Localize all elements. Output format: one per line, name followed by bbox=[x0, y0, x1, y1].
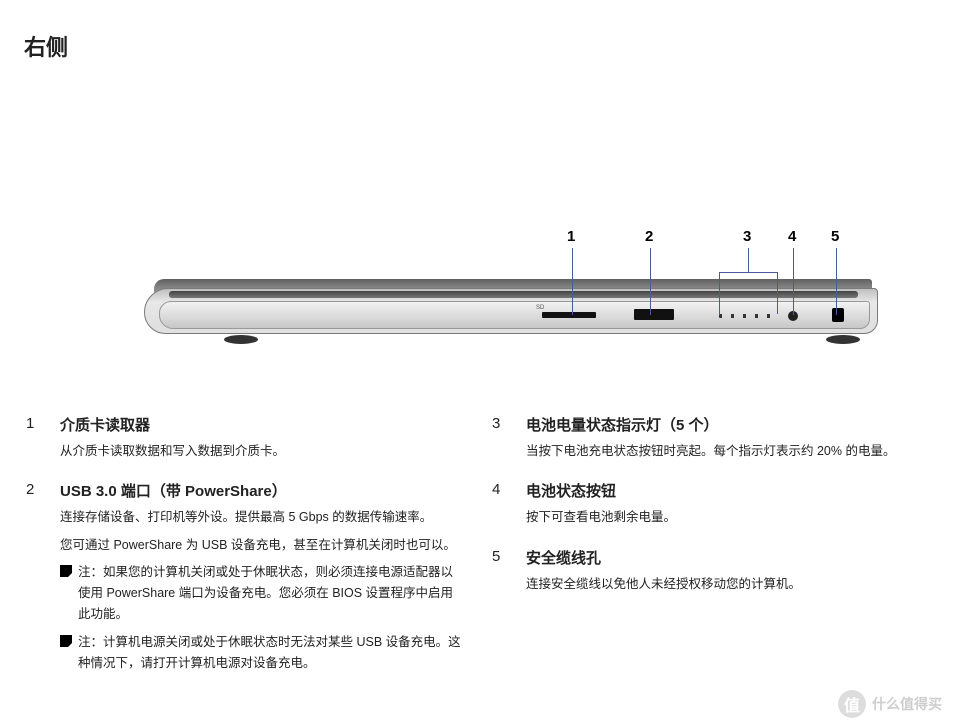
port-lock bbox=[832, 308, 844, 322]
desc-item-text: 连接存储设备、打印机等外设。提供最高 5 Gbps 的数据传输速率。 bbox=[60, 507, 462, 528]
desc-item-text: 连接安全缆线以免他人未经授权移动您的计算机。 bbox=[526, 574, 928, 595]
desc-item-text: 按下可查看电池剩余电量。 bbox=[526, 507, 928, 528]
callout-bracket-3 bbox=[719, 272, 777, 273]
watermark-text: 什么值得买 bbox=[872, 694, 942, 714]
desc-item-number: 2 bbox=[26, 480, 60, 680]
desc-item-3: 3电池电量状态指示灯（5 个） 当按下电池充电状态按钮时亮起。每个指示灯表示约 2… bbox=[492, 414, 928, 468]
watermark: 值 什么值得买 bbox=[838, 690, 942, 718]
desc-item-text: 当按下电池充电状态按钮时亮起。每个指示灯表示约 20% 的电量。 bbox=[526, 441, 928, 462]
desc-item-text: 您可通过 PowerShare 为 USB 设备充电，甚至在计算机关闭时也可以。 bbox=[60, 535, 462, 556]
callout-number-3: 3 bbox=[743, 228, 751, 245]
description-columns: 1介质卡读取器从介质卡读取数据和写入数据到介质卡。2USB 3.0 端口（带 P… bbox=[24, 414, 934, 692]
figure-area: SD 1 2 3 4 5 bbox=[24, 78, 934, 378]
desc-item-note: 注：计算机电源关闭或处于休眠状态时无法对某些 USB 设备充电。这种情况下，请打… bbox=[60, 632, 462, 675]
note-text: 注：计算机电源关闭或处于休眠状态时无法对某些 USB 设备充电。这种情况下，请打… bbox=[78, 632, 462, 675]
desc-item-title: 介质卡读取器 bbox=[60, 414, 462, 435]
desc-item-title: 电池电量状态指示灯（5 个） bbox=[526, 414, 928, 435]
desc-item-title: 电池状态按钮 bbox=[526, 480, 928, 501]
desc-item-number: 5 bbox=[492, 547, 526, 601]
desc-item-text: 从介质卡读取数据和写入数据到介质卡。 bbox=[60, 441, 462, 462]
port-leds bbox=[719, 314, 779, 318]
left-column: 1介质卡读取器从介质卡读取数据和写入数据到介质卡。2USB 3.0 端口（带 P… bbox=[26, 414, 462, 692]
callout-line-3 bbox=[748, 248, 749, 272]
desc-item-note: 注：如果您的计算机关闭或处于休眠状态，则必须连接电源适配器以使用 PowerSh… bbox=[60, 562, 462, 626]
desc-item-5: 5安全缆线孔连接安全缆线以免他人未经授权移动您的计算机。 bbox=[492, 547, 928, 601]
desc-item-title: USB 3.0 端口（带 PowerShare） bbox=[60, 480, 462, 501]
note-text: 注：如果您的计算机关闭或处于休眠状态，则必须连接电源适配器以使用 PowerSh… bbox=[78, 562, 462, 626]
desc-item-number: 3 bbox=[492, 414, 526, 468]
laptop-illustration: SD bbox=[144, 263, 878, 338]
desc-item-number: 1 bbox=[26, 414, 60, 468]
callout-number-1: 1 bbox=[567, 228, 575, 245]
note-icon bbox=[60, 635, 72, 647]
section-title: 右侧 bbox=[24, 30, 934, 62]
callout-number-5: 5 bbox=[831, 228, 839, 245]
note-icon bbox=[60, 565, 72, 577]
port-sd bbox=[542, 312, 596, 318]
desc-item-2: 2USB 3.0 端口（带 PowerShare） 连接存储设备、打印机等外设。提… bbox=[26, 480, 462, 680]
desc-item-1: 1介质卡读取器从介质卡读取数据和写入数据到介质卡。 bbox=[26, 414, 462, 468]
callout-number-4: 4 bbox=[788, 228, 796, 245]
callout-line-4 bbox=[793, 248, 794, 315]
watermark-logo-icon: 值 bbox=[838, 690, 866, 718]
callout-line-1 bbox=[572, 248, 573, 315]
right-column: 3电池电量状态指示灯（5 个） 当按下电池充电状态按钮时亮起。每个指示灯表示约 2… bbox=[492, 414, 928, 692]
port-usb bbox=[634, 309, 674, 320]
callout-line-5 bbox=[836, 248, 837, 315]
desc-item-number: 4 bbox=[492, 480, 526, 534]
desc-item-4: 4电池状态按钮按下可查看电池剩余电量。 bbox=[492, 480, 928, 534]
callout-line-2 bbox=[650, 248, 651, 315]
callout-number-2: 2 bbox=[645, 228, 653, 245]
desc-item-title: 安全缆线孔 bbox=[526, 547, 928, 568]
